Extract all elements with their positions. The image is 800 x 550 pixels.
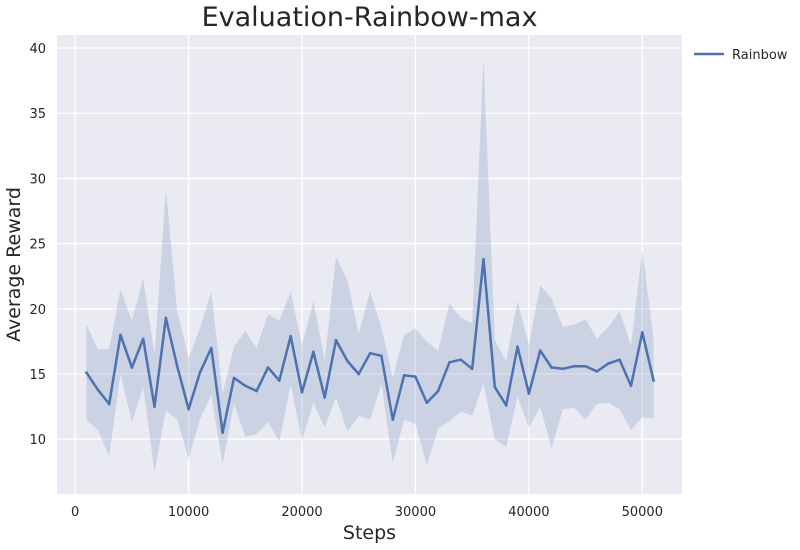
data-point (561, 367, 565, 371)
confidence-band (86, 58, 654, 472)
data-point (459, 358, 463, 361)
y-tick-label: 10 (29, 433, 46, 448)
data-point (130, 366, 134, 369)
series-line-layer (85, 257, 655, 435)
data-point (119, 333, 122, 337)
data-point (221, 431, 224, 435)
data-point (436, 389, 440, 393)
y-tick-label: 30 (29, 172, 46, 187)
y-tick-label: 35 (29, 107, 46, 122)
data-point (255, 389, 258, 393)
data-point (527, 392, 531, 395)
data-point (391, 418, 395, 421)
y-tick-label: 15 (29, 368, 46, 383)
x-tick-label: 30000 (395, 505, 436, 520)
legend-label-rainbow: Rainbow (732, 48, 788, 63)
data-point (618, 358, 621, 361)
data-point (425, 401, 429, 405)
grid (57, 35, 682, 494)
data-point (640, 331, 644, 334)
data-point (380, 354, 383, 358)
data-point (652, 379, 655, 382)
x-axis-label: Steps (343, 522, 396, 544)
data-point (504, 404, 508, 407)
chart-title: Evaluation-Rainbow-max (202, 2, 538, 33)
data-point (175, 364, 179, 368)
y-axis-ticks: 10 15 20 25 30 35 40 (29, 42, 46, 448)
data-point (243, 384, 247, 388)
data-point (289, 334, 292, 338)
data-point (300, 390, 304, 394)
data-point (85, 371, 88, 375)
data-point (153, 405, 156, 408)
data-point (402, 374, 406, 377)
x-tick-label: 0 (71, 505, 79, 520)
data-point (312, 350, 315, 354)
data-point (584, 364, 587, 368)
confidence-band-layer (86, 58, 654, 472)
data-point (538, 349, 542, 352)
data-point (470, 367, 474, 371)
data-point (572, 364, 576, 368)
legend: Rainbow (694, 48, 788, 63)
data-point (107, 402, 111, 406)
data-point (164, 316, 168, 320)
data-point (482, 257, 485, 261)
y-tick-label: 20 (29, 303, 46, 318)
data-point (278, 379, 281, 382)
x-axis-ticks: 0 10000 20000 30000 40000 50000 (71, 505, 663, 520)
data-point (323, 396, 326, 399)
y-axis-label: Average Reward (3, 187, 25, 342)
data-point (96, 388, 100, 391)
data-point (266, 366, 270, 369)
data-point (493, 385, 497, 389)
data-point (516, 345, 519, 348)
x-tick-label: 50000 (622, 505, 663, 520)
data-point (550, 366, 553, 369)
data-point (606, 362, 610, 365)
data-point (414, 375, 417, 378)
data-point (198, 371, 202, 375)
data-point (187, 407, 190, 411)
x-tick-label: 10000 (168, 505, 209, 520)
data-point (346, 359, 349, 363)
data-point (595, 370, 599, 373)
data-point (209, 346, 213, 350)
data-point (334, 338, 338, 342)
data-point (141, 337, 145, 341)
plot-area (57, 35, 682, 494)
data-point (232, 376, 236, 380)
x-tick-label: 20000 (281, 505, 322, 520)
y-tick-label: 25 (29, 238, 46, 253)
data-point (448, 360, 451, 364)
data-point (368, 351, 372, 355)
data-point (357, 372, 361, 376)
y-tick-label: 40 (29, 42, 46, 57)
x-tick-label: 40000 (508, 505, 549, 520)
data-point (629, 384, 633, 388)
